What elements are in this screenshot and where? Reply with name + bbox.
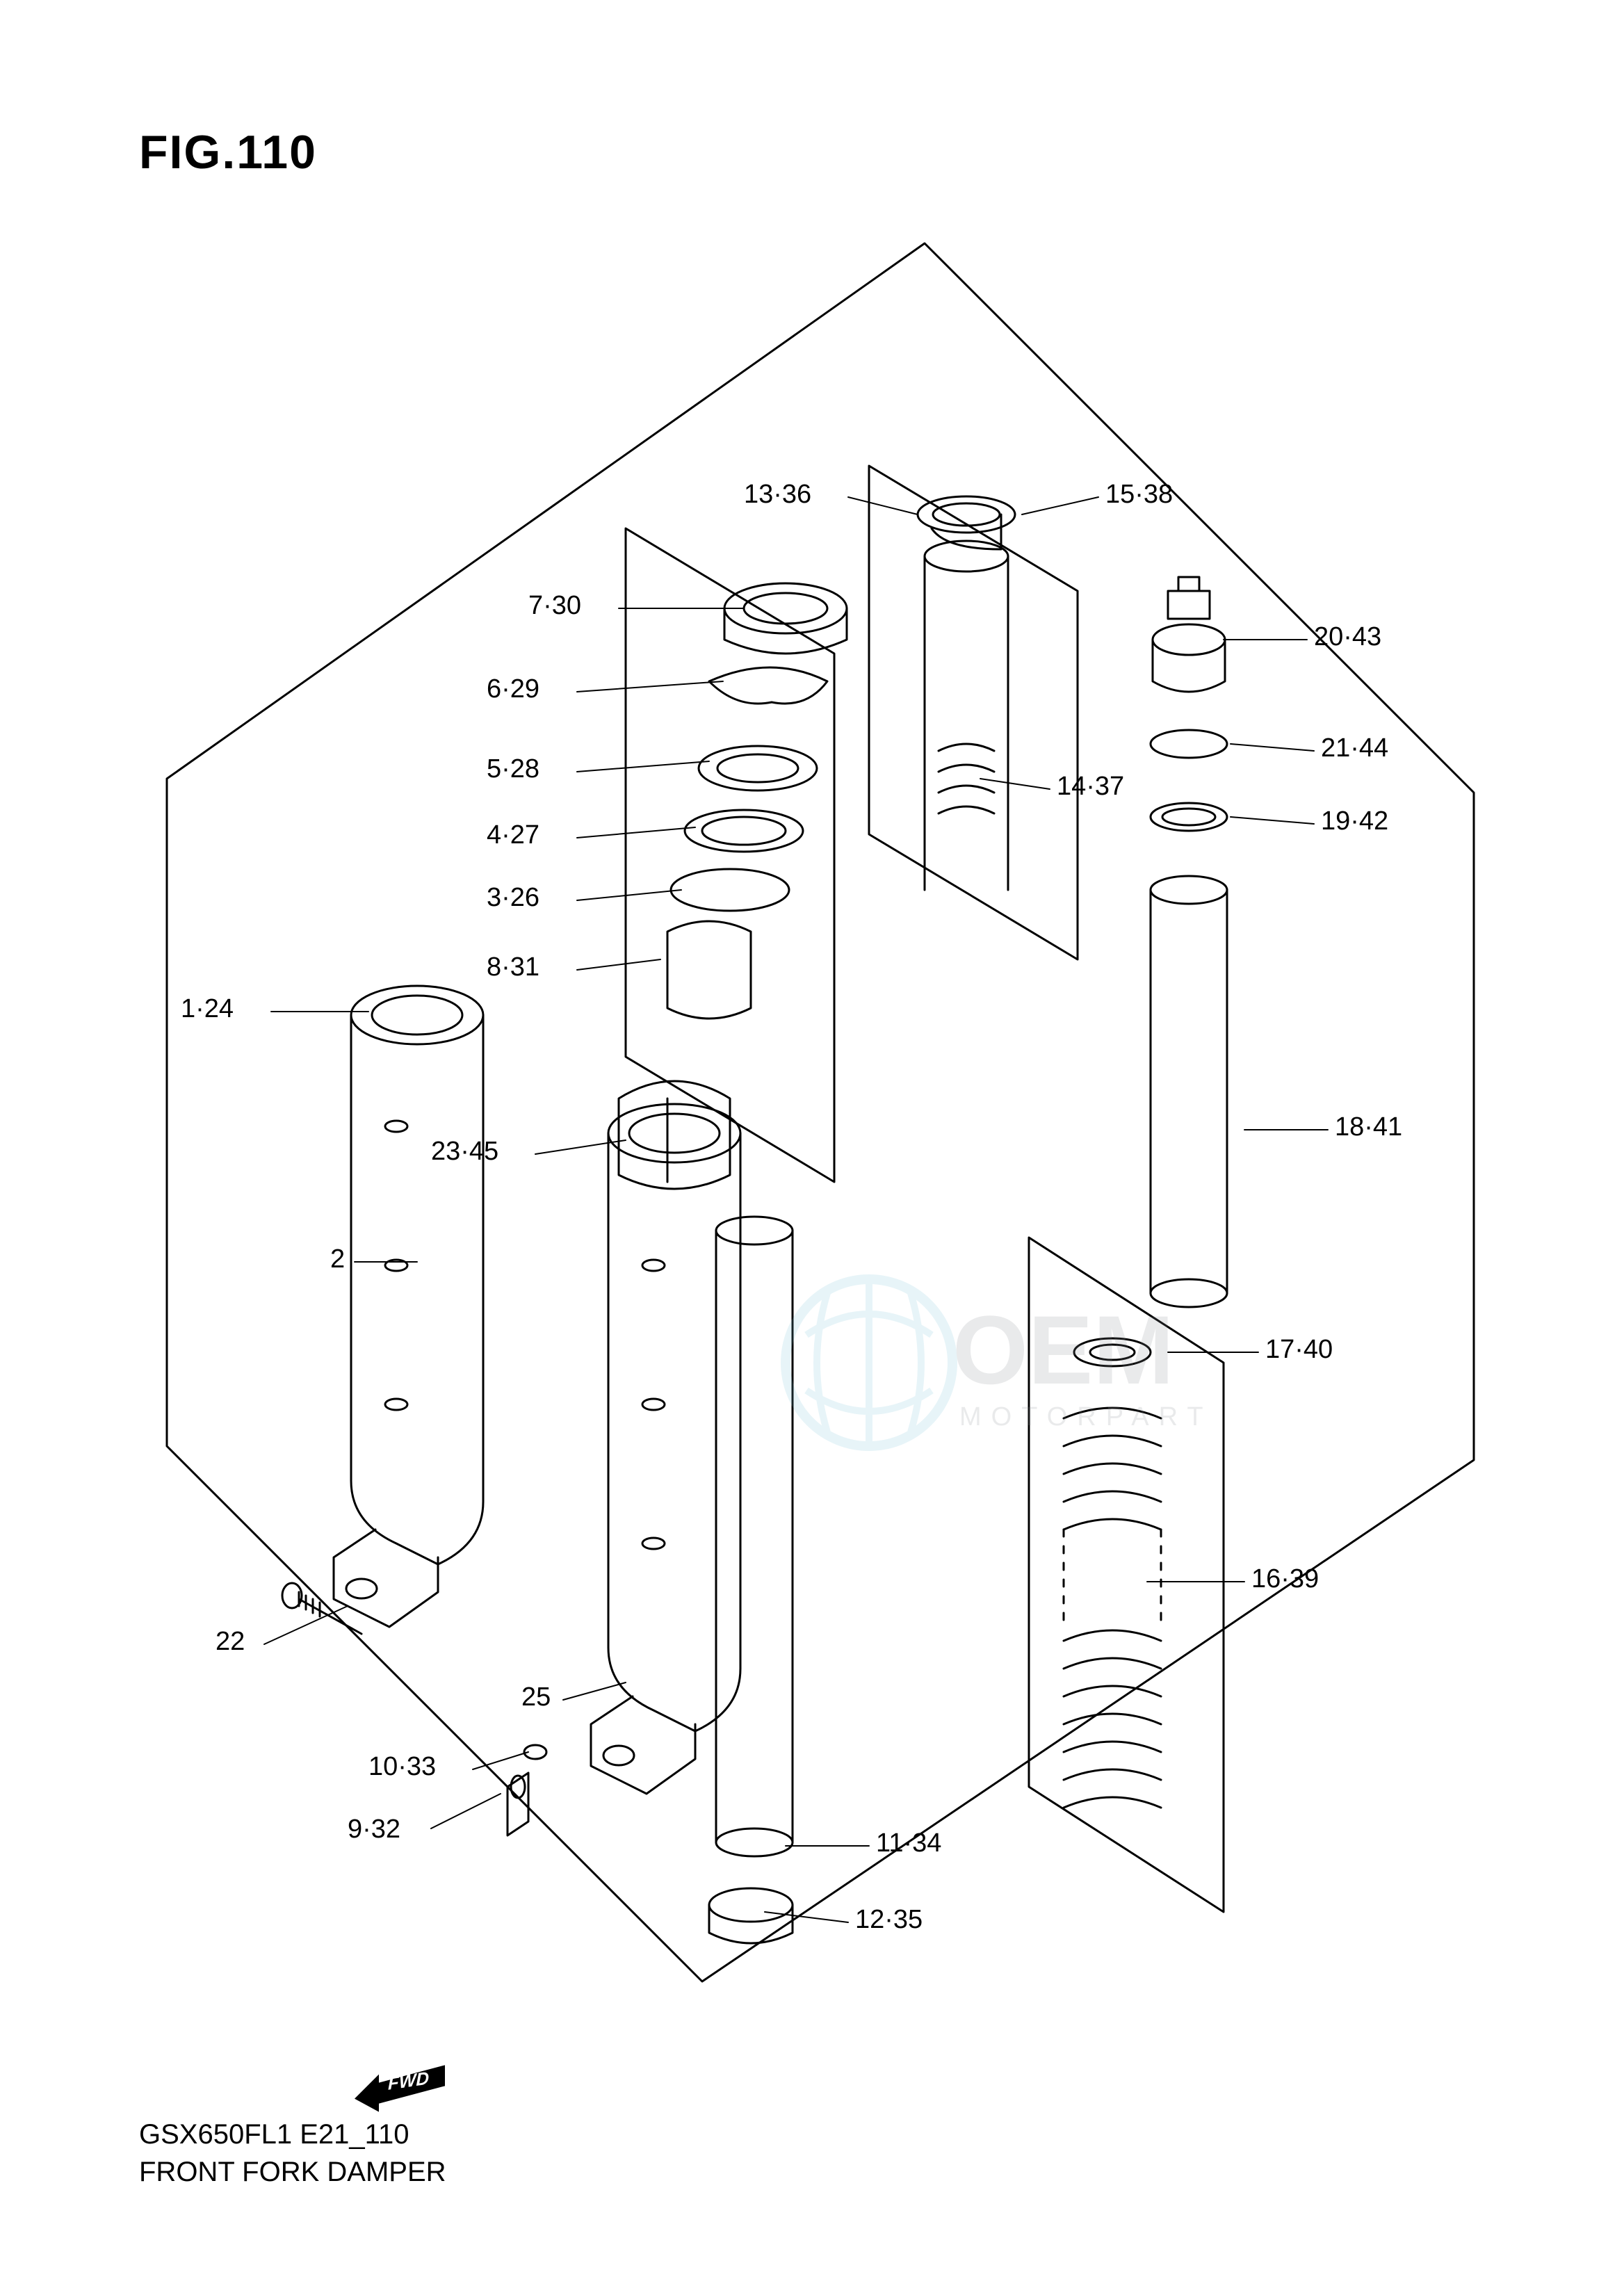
outer-tube-right bbox=[591, 1104, 740, 1794]
callout-c9: 3·26 bbox=[487, 883, 539, 913]
slide-metal bbox=[619, 1081, 730, 1189]
diagram-svg bbox=[139, 222, 1488, 1995]
callout-c2: 2 bbox=[330, 1244, 345, 1274]
callout-c10: 4·27 bbox=[487, 820, 539, 850]
inner-tube bbox=[709, 496, 1015, 1943]
callout-c20: 18·41 bbox=[1335, 1112, 1402, 1142]
axle-bolt bbox=[282, 1583, 362, 1634]
figure-title: FIG.110 bbox=[139, 125, 317, 179]
callout-c13: 7·30 bbox=[528, 591, 581, 621]
exploded-diagram: 1·242229·3210·332523·458·313·264·275·286… bbox=[139, 222, 1488, 1995]
callout-c21: 17·40 bbox=[1265, 1335, 1333, 1365]
callout-c11: 5·28 bbox=[487, 754, 539, 784]
callout-c4: 9·32 bbox=[348, 1815, 400, 1844]
spring-washer bbox=[1074, 1338, 1151, 1366]
footer-name: FRONT FORK DAMPER bbox=[139, 2153, 446, 2191]
callout-c3: 22 bbox=[216, 1627, 245, 1657]
leader-lines bbox=[264, 497, 1328, 1922]
callout-c17: 20·43 bbox=[1314, 622, 1381, 652]
callout-c14: 13·36 bbox=[744, 480, 811, 510]
callout-c7: 23·45 bbox=[431, 1137, 498, 1167]
spacer-tube bbox=[1151, 876, 1227, 1307]
callout-c16: 14·37 bbox=[1057, 772, 1124, 802]
callout-c22: 16·39 bbox=[1251, 1564, 1319, 1594]
callout-c23: 11·34 bbox=[876, 1828, 941, 1858]
seal-stack bbox=[667, 583, 847, 1019]
callout-c5: 10·33 bbox=[368, 1752, 436, 1782]
callout-c15: 15·38 bbox=[1105, 480, 1173, 510]
footer-model: GSX650FL1 E21_110 bbox=[139, 2116, 446, 2153]
outer-tube-left bbox=[334, 986, 483, 1627]
cap-adjuster bbox=[1151, 577, 1227, 831]
callout-c6: 25 bbox=[521, 1682, 551, 1712]
callout-c24: 12·35 bbox=[855, 1905, 923, 1935]
damper-bolt bbox=[508, 1745, 546, 1835]
figure-footer: GSX650FL1 E21_110 FRONT FORK DAMPER bbox=[139, 2116, 446, 2191]
callout-c12: 6·29 bbox=[487, 674, 539, 704]
callout-c18: 21·44 bbox=[1321, 733, 1388, 763]
main-spring bbox=[1064, 1408, 1161, 1808]
bounding-outline bbox=[167, 243, 1474, 1981]
callout-c8: 8·31 bbox=[487, 952, 539, 982]
fwd-badge: FWD bbox=[348, 2065, 452, 2114]
callout-c19: 19·42 bbox=[1321, 806, 1388, 836]
callout-c1: 1·24 bbox=[181, 994, 234, 1024]
